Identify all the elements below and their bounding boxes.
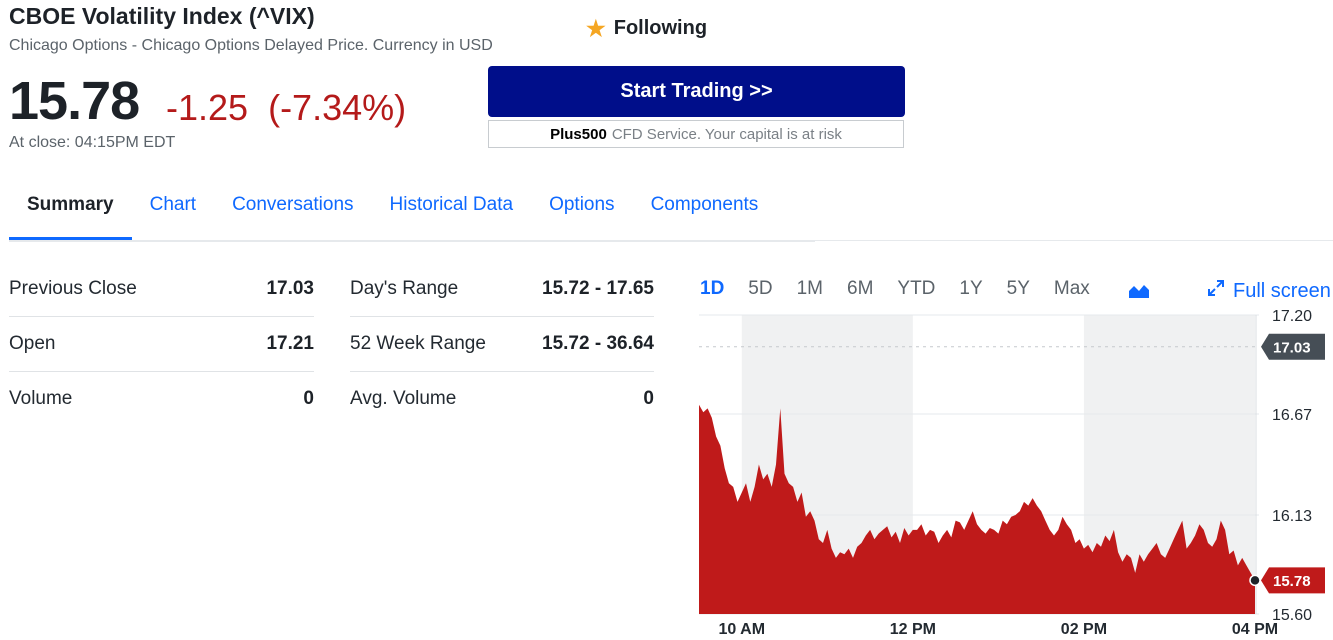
x-tick-label: 10 AM <box>719 621 766 638</box>
previous-close-tag: 17.03 <box>1261 333 1325 360</box>
stat-row-open: Open 17.21 <box>9 317 314 372</box>
range-5d[interactable]: 5D <box>748 278 773 299</box>
range-1y[interactable]: 1Y <box>959 278 983 299</box>
y-tick-label: 17.20 <box>1272 308 1312 325</box>
stats-right-column: Day's Range 15.72 - 17.65 52 Week Range … <box>350 262 654 426</box>
start-trading-button[interactable]: Start Trading >> <box>488 66 905 117</box>
price-change: -1.25 (-7.34%) <box>166 87 406 129</box>
price-chart[interactable]: 17.20 16.67 16.13 15.60 10 AM 12 PM 02 PM 04 P… <box>690 305 1333 640</box>
stat-row-52-week-range: 52 Week Range 15.72 - 36.64 <box>350 317 654 372</box>
tabs-divider <box>9 240 815 242</box>
ad-disclaimer: Plus500 CFD Service. Your capital is at … <box>488 120 904 148</box>
stat-row-previous-close: Previous Close 17.03 <box>9 262 314 317</box>
x-tick-label: 02 PM <box>1061 621 1107 638</box>
change-value: -1.25 <box>166 87 249 128</box>
quote-subtitle: Chicago Options - Chicago Options Delaye… <box>9 37 493 54</box>
stat-value: 0 <box>643 388 654 409</box>
price-area <box>699 404 1255 614</box>
previous-close-label: 17.03 <box>1273 339 1311 356</box>
range-1m[interactable]: 1M <box>796 278 823 299</box>
star-icon: ★ <box>586 15 606 41</box>
follow-label: Following <box>613 17 708 39</box>
stat-label: Avg. Volume <box>350 388 457 409</box>
range-5y[interactable]: 5Y <box>1006 278 1030 299</box>
last-price-label: 15.78 <box>1273 573 1311 590</box>
range-max[interactable]: Max <box>1053 278 1090 299</box>
tabs-divider-right <box>815 240 1333 241</box>
x-tick-label: 04 PM <box>1232 621 1278 638</box>
y-tick-label: 15.60 <box>1272 607 1312 624</box>
change-percent: (-7.34%) <box>268 87 407 128</box>
stat-value: 17.03 <box>266 278 314 299</box>
range-1d[interactable]: 1D <box>700 278 725 299</box>
stat-label: Open <box>9 333 56 354</box>
stat-value: 17.21 <box>266 333 314 354</box>
stat-label: 52 Week Range <box>350 333 486 354</box>
stat-value: 15.72 - 36.64 <box>542 333 654 354</box>
ad-brand: Plus500 <box>550 125 607 143</box>
close-time: At close: 04:15PM EDT <box>9 134 176 151</box>
last-price-tag: 15.78 <box>1261 567 1325 594</box>
page-title: CBOE Volatility Index (^VIX) <box>9 3 315 29</box>
stat-value: 0 <box>303 388 314 409</box>
tab-historical-data[interactable]: Historical Data <box>389 194 514 215</box>
tab-summary[interactable]: Summary <box>9 190 132 240</box>
area-chart-icon[interactable] <box>1128 283 1150 304</box>
y-tick-label: 16.13 <box>1272 508 1312 525</box>
tab-conversations[interactable]: Conversations <box>232 194 354 215</box>
stat-row-avg-volume: Avg. Volume 0 <box>350 372 654 426</box>
current-price: 15.78 <box>9 71 140 131</box>
stat-value: 15.72 - 17.65 <box>542 278 654 299</box>
range-selector: 1D 5D 1M 6M YTD 1Y 5Y Max <box>697 276 1102 302</box>
follow-button[interactable]: ★ Following <box>586 17 707 40</box>
quote-tabs: Summary Chart Conversations Historical D… <box>9 190 776 240</box>
stat-label: Day's Range <box>350 278 459 299</box>
fullscreen-button[interactable]: Full screen <box>1207 279 1331 303</box>
y-tick-label: 16.67 <box>1272 407 1312 424</box>
stats-left-column: Previous Close 17.03 Open 17.21 Volume 0 <box>9 262 314 426</box>
range-6m[interactable]: 6M <box>847 278 874 299</box>
tab-options[interactable]: Options <box>549 194 615 215</box>
tab-chart[interactable]: Chart <box>149 194 197 215</box>
fullscreen-label: Full screen <box>1233 279 1331 302</box>
stat-row-volume: Volume 0 <box>9 372 314 426</box>
range-ytd[interactable]: YTD <box>897 278 936 299</box>
tab-components[interactable]: Components <box>650 194 759 215</box>
ad-disclaimer-text: CFD Service. Your capital is at risk <box>611 125 842 143</box>
expand-icon <box>1207 279 1225 303</box>
last-price-dot <box>1249 574 1261 587</box>
stat-label: Volume <box>9 388 73 409</box>
stat-label: Previous Close <box>9 278 137 299</box>
stat-row-days-range: Day's Range 15.72 - 17.65 <box>350 262 654 317</box>
x-tick-label: 12 PM <box>890 621 936 638</box>
